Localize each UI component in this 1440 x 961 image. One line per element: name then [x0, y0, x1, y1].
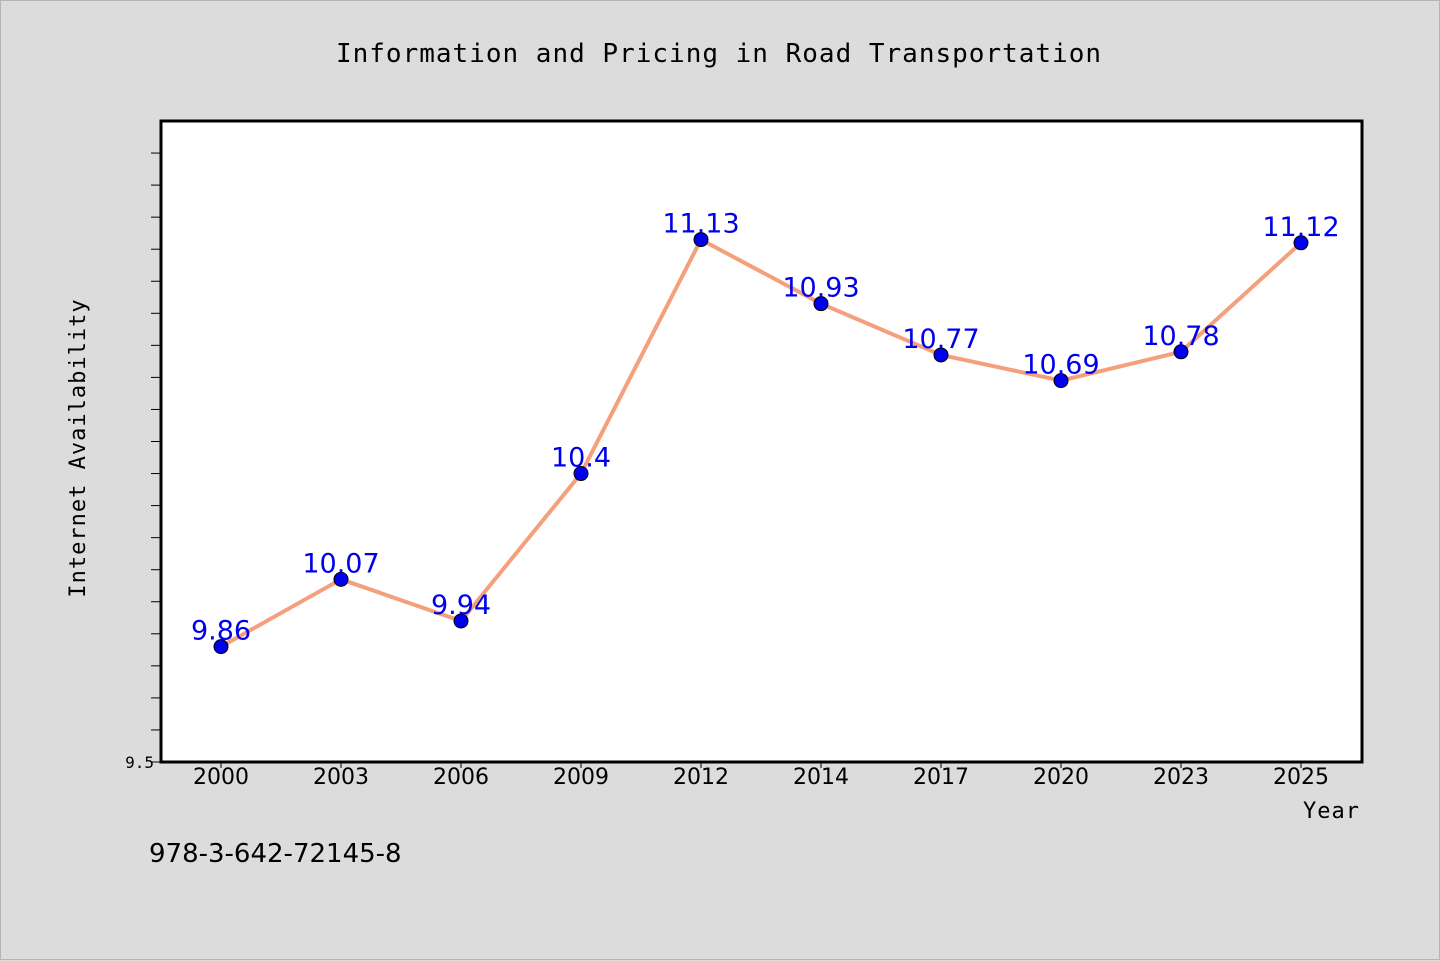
x-tick-label: 2020 — [1033, 765, 1089, 790]
data-label: 10.78 — [1142, 321, 1219, 352]
data-label: 9.86 — [191, 616, 251, 647]
x-tick-label: 2000 — [193, 765, 249, 790]
x-tick-label: 2012 — [673, 765, 729, 790]
series-line — [219, 237, 1303, 649]
data-label: 10.93 — [782, 273, 859, 304]
data-point — [573, 466, 589, 482]
x-tick-label: 2009 — [553, 765, 609, 790]
data-label: 10.69 — [1022, 350, 1099, 381]
y-tick-label: 9.5 — [125, 753, 154, 772]
data-point — [1173, 344, 1189, 360]
isbn-text: 978-3-642-72145-8 — [149, 839, 402, 869]
y-axis-ticks — [151, 152, 161, 763]
data-point — [213, 639, 229, 655]
data-point — [1053, 373, 1069, 389]
x-axis-tick-labels: 2000 2003 2006 2009 2012 2014 2017 2020 2023 2025 — [193, 765, 1329, 790]
x-tick-label: 2025 — [1273, 765, 1329, 790]
x-tick-label: 2006 — [433, 765, 489, 790]
data-labels: 9.86 10.07 9.94 10.4 11.13 10.93 10.77 10.69 10.… — [191, 209, 1340, 647]
x-axis-ticks — [220, 762, 1302, 768]
data-point — [933, 347, 949, 363]
x-tick-label: 2014 — [793, 765, 849, 790]
x-tick-label: 2023 — [1153, 765, 1209, 790]
data-point — [813, 296, 829, 312]
data-label: 11.12 — [1262, 212, 1339, 243]
chart-title: Information and Pricing in Road Transpor… — [336, 39, 1102, 69]
data-label: 10.77 — [902, 324, 979, 355]
x-axis-label: Year — [1303, 799, 1360, 824]
series-markers — [213, 232, 1309, 655]
plot-area — [159, 119, 1364, 764]
data-label: 10.4 — [551, 443, 611, 474]
data-point — [693, 232, 709, 248]
data-point — [1293, 235, 1309, 251]
y-axis-label: Internet Availability — [66, 298, 91, 597]
data-label: 10.07 — [302, 548, 379, 579]
data-label: 9.94 — [431, 590, 491, 621]
data-point — [453, 613, 469, 629]
data-label: 11.13 — [662, 209, 739, 240]
x-tick-label: 2003 — [313, 765, 369, 790]
x-tick-label: 2017 — [913, 765, 969, 790]
data-point — [333, 571, 349, 587]
